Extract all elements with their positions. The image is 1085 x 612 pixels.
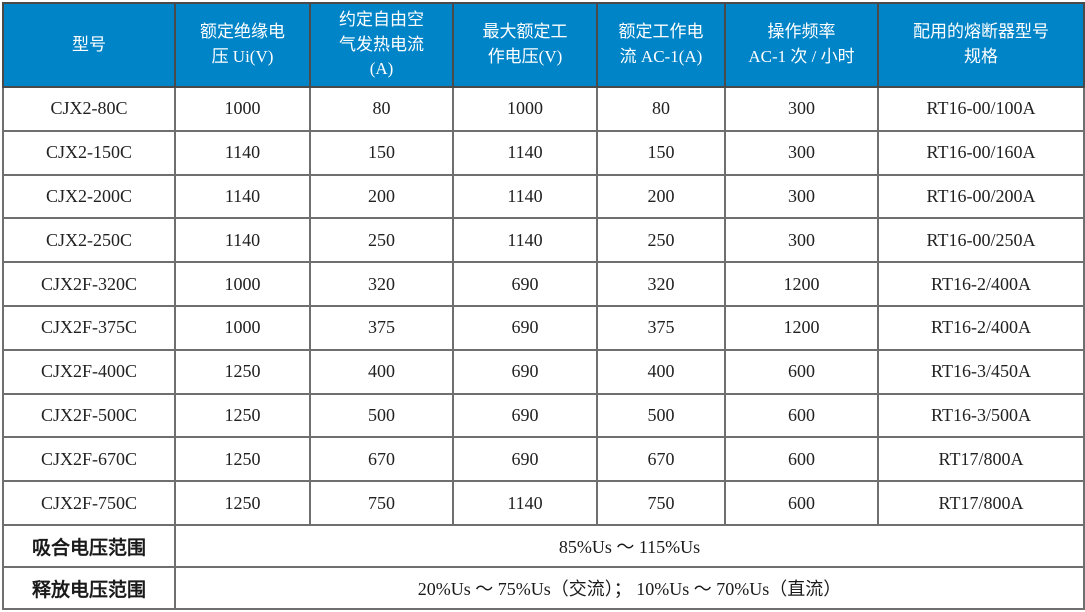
model-cell: CJX2F-750C <box>2 480 176 526</box>
table-row: CJX2F-400C 1250 400 690 400 600 RT16-3/450A <box>2 348 1085 395</box>
table-cell: 600 <box>724 392 879 439</box>
table-cell: RT16-00/200A <box>877 173 1085 220</box>
table-cell: 150 <box>309 129 454 176</box>
table-cell: 250 <box>309 217 454 264</box>
table-cell: RT16-2/400A <box>877 304 1085 351</box>
model-cell: CJX2F-500C <box>2 392 176 439</box>
footer-label: 吸合电压范围 <box>2 524 176 568</box>
table-cell: 670 <box>309 436 454 483</box>
table-cell: 400 <box>596 348 726 395</box>
table-cell: 150 <box>596 129 726 176</box>
table-cell: 300 <box>724 86 879 132</box>
table-cell: 1140 <box>452 480 598 526</box>
table-cell: 690 <box>452 348 598 395</box>
table-cell: 320 <box>596 261 726 307</box>
table-cell: 320 <box>309 261 454 307</box>
table-cell: 600 <box>724 436 879 483</box>
table-cell: RT16-3/450A <box>877 348 1085 395</box>
model-cell: CJX2F-375C <box>2 304 176 351</box>
table-cell: 1140 <box>452 217 598 264</box>
table-cell: 600 <box>724 348 879 395</box>
table-cell: 1200 <box>724 261 879 307</box>
table-cell: 1000 <box>174 304 311 351</box>
table-cell: 1000 <box>452 86 598 132</box>
table-row: CJX2F-500C 1250 500 690 500 600 RT16-3/500A <box>2 392 1085 439</box>
table-row: CJX2-200C 1140 200 1140 200 300 RT16-00/200A <box>2 173 1085 220</box>
header-row: 型号 额定绝缘电 压 Ui(V) 约定自由空 气发热电流 (A) 最大额定工 作电压(… <box>2 2 1085 88</box>
table-cell: RT16-2/400A <box>877 261 1085 307</box>
column-header-1: 额定绝缘电 压 Ui(V) <box>174 2 311 88</box>
table-cell: 1140 <box>174 217 311 264</box>
column-header-5: 操作频率 AC-1 次 / 小时 <box>724 2 879 88</box>
table-cell: 80 <box>596 86 726 132</box>
table-cell: 500 <box>309 392 454 439</box>
table-cell: 250 <box>596 217 726 264</box>
table-cell: 690 <box>452 304 598 351</box>
table-cell: RT17/800A <box>877 436 1085 483</box>
column-header-3: 最大额定工 作电压(V) <box>452 2 598 88</box>
table-header: 型号 额定绝缘电 压 Ui(V) 约定自由空 气发热电流 (A) 最大额定工 作电压(… <box>2 2 1085 88</box>
footer-row: 吸合电压范围 85%Us ～ 115%Us <box>2 524 1085 568</box>
footer-value: 20%Us ～ 75%Us（交流）； 10%Us ～ 70%Us（直流） <box>174 566 1085 610</box>
model-cell: CJX2-150C <box>2 129 176 176</box>
table-cell: 600 <box>724 480 879 526</box>
table-cell: 400 <box>309 348 454 395</box>
table-row: CJX2-80C 1000 80 1000 80 300 RT16-00/100A <box>2 86 1085 132</box>
model-cell: CJX2-80C <box>2 86 176 132</box>
table-row: CJX2F-750C 1250 750 1140 750 600 RT17/800A <box>2 480 1085 526</box>
table-cell: 1250 <box>174 480 311 526</box>
model-cell: CJX2F-320C <box>2 261 176 307</box>
table-cell: 300 <box>724 173 879 220</box>
table-cell: 200 <box>309 173 454 220</box>
table-cell: 690 <box>452 261 598 307</box>
table-cell: 1140 <box>452 129 598 176</box>
table-cell: 80 <box>309 86 454 132</box>
table-cell: 500 <box>596 392 726 439</box>
table-cell: 1000 <box>174 261 311 307</box>
footer-row: 释放电压范围 20%Us ～ 75%Us（交流）； 10%Us ～ 70%Us（直… <box>2 566 1085 610</box>
table-cell: 300 <box>724 217 879 264</box>
table-row: CJX2F-320C 1000 320 690 320 1200 RT16-2/400A <box>2 261 1085 307</box>
table-cell: RT17/800A <box>877 480 1085 526</box>
model-cell: CJX2-200C <box>2 173 176 220</box>
table-row: CJX2F-375C 1000 375 690 375 1200 RT16-2/400A <box>2 304 1085 351</box>
table-cell: 1000 <box>174 86 311 132</box>
table-cell: 670 <box>596 436 726 483</box>
table-body: CJX2-80C 1000 80 1000 80 300 RT16-00/100A CJX2-… <box>2 86 1085 526</box>
model-cell: CJX2F-670C <box>2 436 176 483</box>
table-cell: 690 <box>452 436 598 483</box>
table-row: CJX2-150C 1140 150 1140 150 300 RT16-00/160A <box>2 129 1085 176</box>
model-cell: CJX2F-400C <box>2 348 176 395</box>
table-cell: 690 <box>452 392 598 439</box>
column-header-2: 约定自由空 气发热电流 (A) <box>309 2 454 88</box>
footer-label: 释放电压范围 <box>2 566 176 610</box>
table-cell: 375 <box>309 304 454 351</box>
table-cell: RT16-3/500A <box>877 392 1085 439</box>
table-row: CJX2F-670C 1250 670 690 670 600 RT17/800A <box>2 436 1085 483</box>
table-row: CJX2-250C 1140 250 1140 250 300 RT16-00/250A <box>2 217 1085 264</box>
model-cell: CJX2-250C <box>2 217 176 264</box>
table-cell: 1250 <box>174 436 311 483</box>
column-header-6: 配用的熔断器型号 规格 <box>877 2 1085 88</box>
table-cell: 200 <box>596 173 726 220</box>
column-header-4: 额定工作电 流 AC-1(A) <box>596 2 726 88</box>
column-header-0: 型号 <box>2 2 176 88</box>
table-cell: RT16-00/160A <box>877 129 1085 176</box>
table-cell: 300 <box>724 129 879 176</box>
footer-value: 85%Us ～ 115%Us <box>174 524 1085 568</box>
table-cell: 1140 <box>174 173 311 220</box>
table-cell: RT16-00/250A <box>877 217 1085 264</box>
table-cell: 1200 <box>724 304 879 351</box>
table-cell: 1250 <box>174 392 311 439</box>
table-cell: 1250 <box>174 348 311 395</box>
table-cell: 750 <box>309 480 454 526</box>
table-cell: 1140 <box>452 173 598 220</box>
table-cell: RT16-00/100A <box>877 86 1085 132</box>
table-cell: 750 <box>596 480 726 526</box>
table-footer: 吸合电压范围 85%Us ～ 115%Us 释放电压范围 20%Us ～ 75%Us（… <box>2 524 1085 610</box>
table-cell: 375 <box>596 304 726 351</box>
table-cell: 1140 <box>174 129 311 176</box>
